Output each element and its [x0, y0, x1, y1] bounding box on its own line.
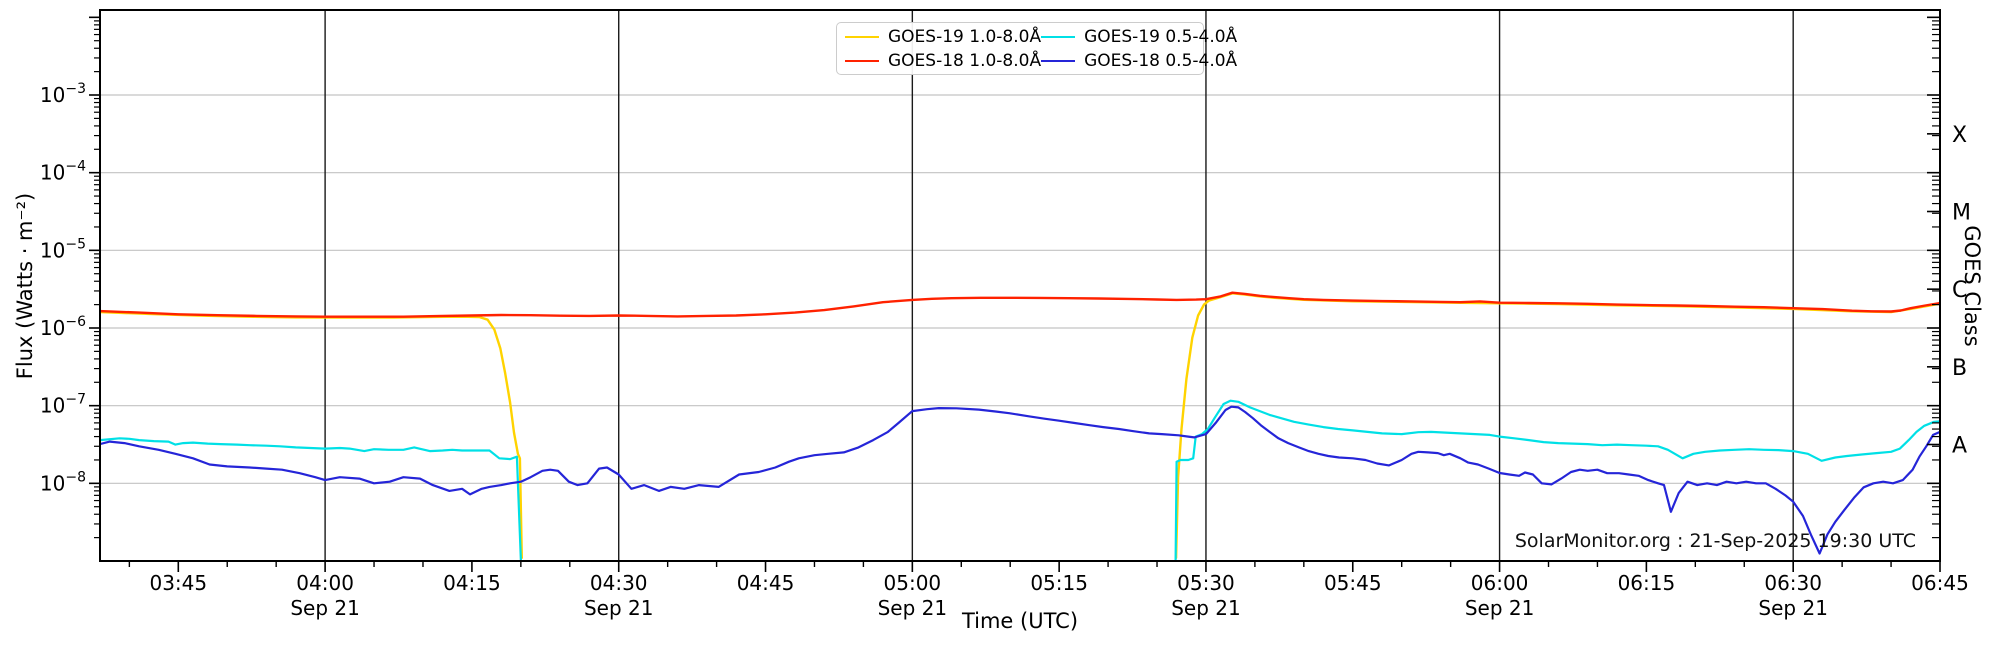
- svg-text:10−6: 10−6: [40, 314, 86, 340]
- legend-item-goes18-long: GOES-18 1.0-8.0Å: [845, 50, 1041, 72]
- svg-text:10−4: 10−4: [40, 159, 86, 185]
- svg-text:05:30: 05:30: [1177, 571, 1235, 595]
- svg-text:05:00: 05:00: [884, 571, 942, 595]
- legend-label: GOES-19 1.0-8.0Å: [888, 26, 1042, 47]
- legend-item-goes18-short: GOES-18 0.5-4.0Å: [1041, 50, 1237, 72]
- svg-text:06:15: 06:15: [1618, 571, 1676, 595]
- svg-text:Sep 21: Sep 21: [290, 596, 360, 620]
- svg-text:10−8: 10−8: [40, 469, 86, 495]
- svg-text:04:00: 04:00: [296, 571, 354, 595]
- svg-text:A: A: [1952, 434, 1967, 459]
- svg-text:05:15: 05:15: [1030, 571, 1088, 595]
- goes19-short-line-swatch: [1041, 35, 1076, 38]
- svg-text:10−5: 10−5: [40, 236, 86, 262]
- svg-text:Sep 21: Sep 21: [1465, 596, 1535, 620]
- svg-text:C: C: [1952, 278, 1967, 303]
- svg-text:04:45: 04:45: [737, 571, 795, 595]
- svg-text:03:45: 03:45: [149, 571, 207, 595]
- legend: GOES-19 1.0-8.0Å GOES-19 0.5-4.0Å GOES-1…: [836, 22, 1237, 75]
- svg-text:06:00: 06:00: [1471, 571, 1529, 595]
- svg-text:05:45: 05:45: [1324, 571, 1382, 595]
- legend-item-goes19-short: GOES-19 0.5-4.0Å: [1041, 26, 1237, 48]
- legend-label: GOES-19 0.5-4.0Å: [1084, 26, 1238, 47]
- right-axis-label: GOES Class: [1960, 225, 1984, 347]
- svg-text:10−3: 10−3: [40, 81, 86, 107]
- svg-text:Sep 21: Sep 21: [1758, 596, 1828, 620]
- svg-text:M: M: [1952, 201, 1971, 226]
- svg-text:06:30: 06:30: [1764, 571, 1822, 595]
- legend-item-goes19-long: GOES-19 1.0-8.0Å: [845, 26, 1041, 48]
- goes19-long-line-swatch: [845, 35, 879, 38]
- svg-text:06:45: 06:45: [1911, 571, 1969, 595]
- svg-text:10−7: 10−7: [40, 392, 86, 418]
- svg-text:04:15: 04:15: [443, 571, 501, 595]
- x-axis-label: Time (UTC): [961, 609, 1079, 633]
- svg-text:Sep 21: Sep 21: [584, 596, 654, 620]
- svg-text:04:30: 04:30: [590, 571, 648, 595]
- svg-text:Sep 21: Sep 21: [1171, 596, 1241, 620]
- svg-text:Sep 21: Sep 21: [878, 596, 948, 620]
- goes18-long-line-swatch: [845, 59, 879, 62]
- legend-label: GOES-18 1.0-8.0Å: [888, 50, 1042, 71]
- y-axis-label: Flux (Watts · m⁻²): [13, 192, 37, 380]
- svg-text:B: B: [1952, 356, 1967, 381]
- watermark-text: SolarMonitor.org : 21-Sep-2025 19:30 UTC: [1514, 530, 1916, 552]
- legend-label: GOES-18 0.5-4.0Å: [1084, 50, 1238, 71]
- svg-text:X: X: [1952, 123, 1967, 148]
- goes18-short-line-swatch: [1041, 59, 1076, 62]
